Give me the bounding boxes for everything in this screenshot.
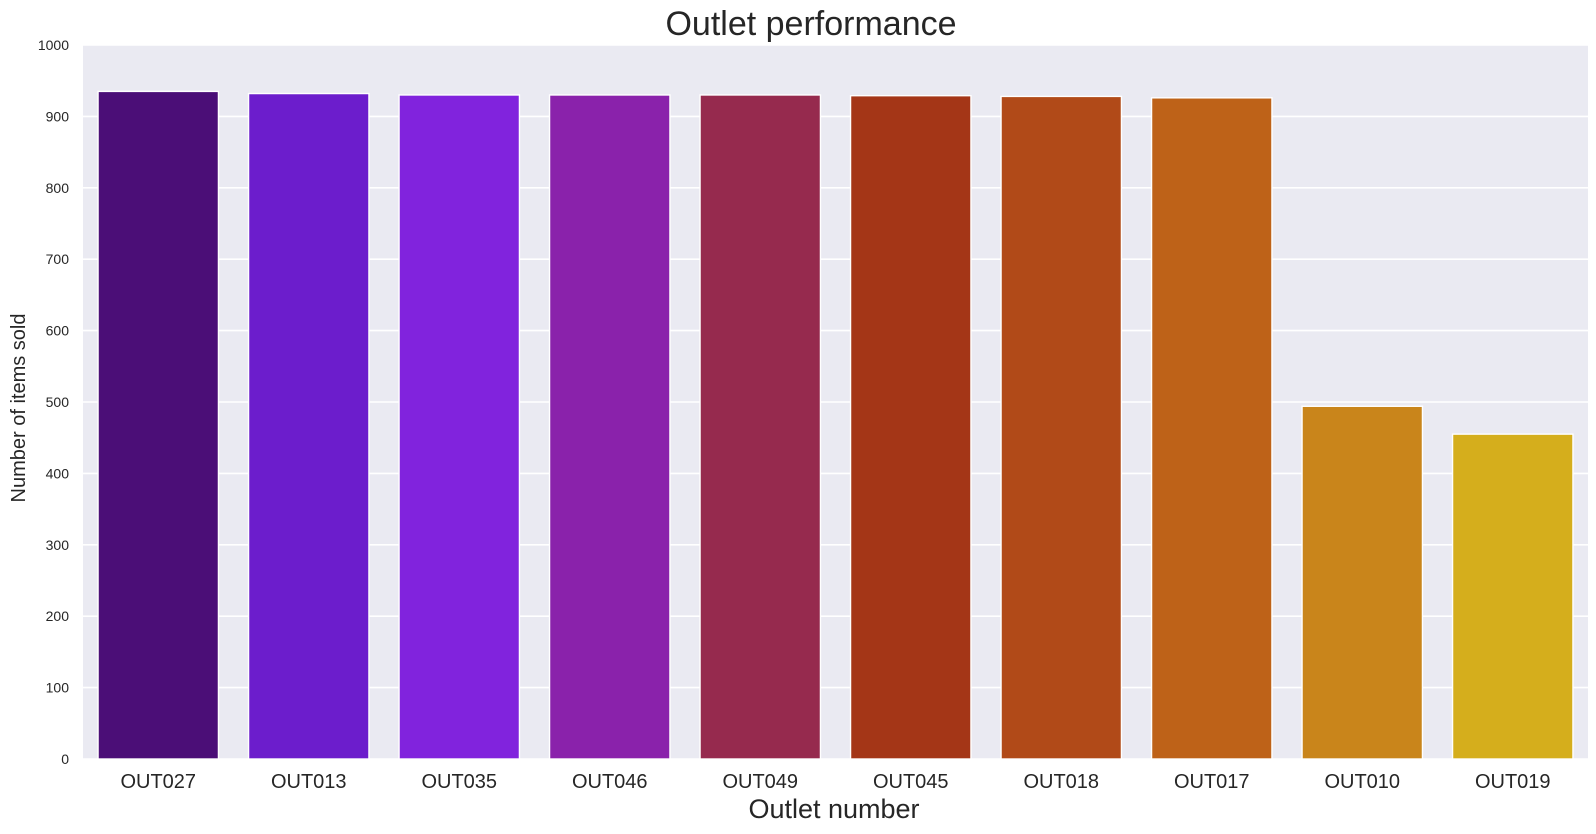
bars: [97, 90, 1574, 760]
y-tick-label: 100: [46, 680, 70, 696]
bar-out013: [247, 92, 370, 760]
x-axis-label: Outlet number: [748, 794, 919, 824]
y-tick-label: 0: [61, 751, 69, 767]
y-tick-label: 1000: [38, 37, 69, 53]
y-axis-label: Number of items sold: [8, 314, 30, 503]
bar-out027: [97, 90, 220, 760]
x-tick-label: OUT035: [421, 771, 497, 793]
y-axis-ticks: 0 100 200 300 400 500 600 700 800 900 1000: [38, 37, 69, 767]
x-tick-label: OUT027: [120, 771, 196, 793]
bar-out018: [1000, 95, 1123, 760]
bar-out010: [1301, 405, 1424, 760]
bar-out049: [699, 94, 822, 760]
bar-out045: [849, 94, 972, 760]
bar-out017: [1150, 97, 1273, 760]
x-tick-label: OUT045: [873, 771, 949, 793]
x-axis-ticks: OUT027 OUT013 OUT035 OUT046 OUT049 OUT045 OUT0…: [120, 771, 1550, 793]
y-tick-label: 500: [46, 394, 70, 410]
bar-out035: [398, 94, 521, 760]
x-tick-label: OUT018: [1023, 771, 1099, 793]
x-tick-label: OUT010: [1324, 771, 1400, 793]
x-tick-label: OUT013: [271, 771, 347, 793]
y-tick-label: 400: [46, 465, 70, 481]
bar-out019: [1451, 433, 1574, 760]
chart-title: Outlet performance: [665, 5, 956, 43]
x-tick-label: OUT046: [572, 771, 648, 793]
y-tick-label: 200: [46, 608, 70, 624]
x-tick-label: OUT017: [1174, 771, 1250, 793]
y-tick-label: 800: [46, 180, 70, 196]
y-tick-label: 300: [46, 537, 70, 553]
y-tick-label: 700: [46, 251, 70, 267]
bar-out046: [548, 94, 671, 760]
x-tick-label: OUT019: [1475, 771, 1551, 793]
y-tick-label: 900: [46, 108, 70, 124]
y-tick-label: 600: [46, 323, 70, 339]
x-tick-label: OUT049: [722, 771, 798, 793]
